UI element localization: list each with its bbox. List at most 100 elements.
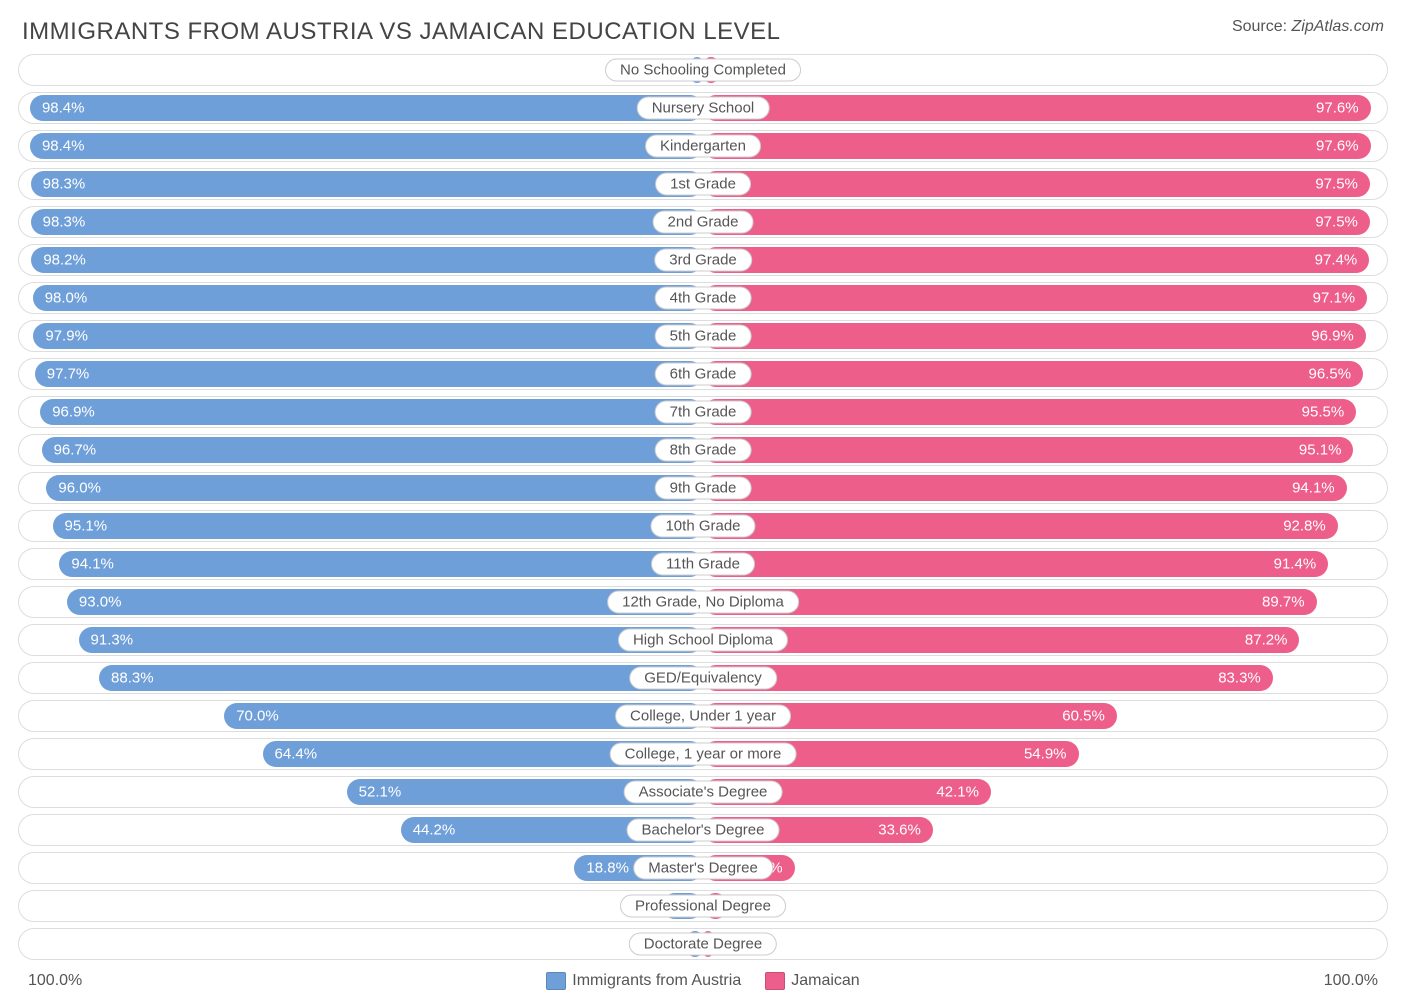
chart-footer: 100.0% 100.0% Immigrants from AustriaJam… — [0, 966, 1406, 990]
value-label-left: 52.1% — [359, 784, 402, 801]
value-label-left: 94.1% — [71, 556, 114, 573]
category-label: Associate's Degree — [624, 781, 783, 804]
value-label-left: 70.0% — [236, 708, 279, 725]
value-label-right: 33.6% — [878, 822, 921, 839]
bar-right — [703, 627, 1299, 653]
value-label-right: 60.5% — [1062, 708, 1105, 725]
value-label-right: 92.8% — [1283, 518, 1326, 535]
chart-row: 44.2%33.6%Bachelor's Degree — [18, 814, 1388, 846]
bar-right — [703, 361, 1363, 387]
category-label: 10th Grade — [650, 515, 755, 538]
chart-row: 98.4% 97.6% Nursery School — [18, 92, 1388, 124]
value-label-right: 87.2% — [1245, 632, 1288, 649]
source-attribution: Source: ZipAtlas.com — [1232, 18, 1384, 36]
value-label-left: 93.0% — [79, 594, 122, 611]
value-label-left: 64.4% — [275, 746, 318, 763]
chart-row: 97.9% 96.9% 5th Grade — [18, 320, 1388, 352]
bar-left — [30, 95, 703, 121]
value-label-left: 96.0% — [58, 480, 101, 497]
bar-left — [30, 133, 703, 159]
category-label: Kindergarten — [645, 135, 761, 158]
bar-left — [59, 551, 703, 577]
bar-right — [703, 285, 1367, 311]
value-label-right: 97.6% — [1316, 100, 1359, 117]
value-label-right: 89.7% — [1262, 594, 1305, 611]
category-label: 12th Grade, No Diploma — [607, 591, 799, 614]
category-label: 5th Grade — [655, 325, 752, 348]
category-label: 2nd Grade — [653, 211, 754, 234]
chart-row: 64.4%54.9%College, 1 year or more — [18, 738, 1388, 770]
category-label: Doctorate Degree — [629, 933, 777, 956]
value-label-right: 94.1% — [1292, 480, 1335, 497]
bar-right — [703, 665, 1273, 691]
source-name: ZipAtlas.com — [1292, 18, 1384, 35]
category-label: 7th Grade — [655, 401, 752, 424]
bar-right — [703, 95, 1371, 121]
chart-row: 91.3% 87.2% High School Diploma — [18, 624, 1388, 656]
chart-header: IMMIGRANTS FROM AUSTRIA VS JAMAICAN EDUC… — [0, 0, 1406, 54]
chart-row: 2.4%1.5%Doctorate Degree — [18, 928, 1388, 960]
value-label-right: 91.4% — [1274, 556, 1317, 573]
category-label: Professional Degree — [620, 895, 786, 918]
bar-left — [35, 361, 703, 387]
value-label-left: 96.7% — [54, 442, 97, 459]
value-label-left: 96.9% — [52, 404, 95, 421]
bar-right — [703, 551, 1328, 577]
value-label-right: 97.6% — [1316, 138, 1359, 155]
bar-left — [31, 209, 703, 235]
chart-row: 52.1% 42.1% Associate's Degree — [18, 776, 1388, 808]
chart-row: 96.7%95.1%8th Grade — [18, 434, 1388, 466]
value-label-left: 98.4% — [42, 100, 85, 117]
value-label-right: 96.9% — [1311, 328, 1354, 345]
chart-row: 98.3% 97.5% 1st Grade — [18, 168, 1388, 200]
bar-left — [79, 627, 703, 653]
bar-left — [33, 285, 703, 311]
chart-row: 98.0%97.1%4th Grade — [18, 282, 1388, 314]
chart-row: 98.4% 97.6% Kindergarten — [18, 130, 1388, 162]
value-label-left: 98.3% — [43, 176, 86, 193]
value-label-right: 42.1% — [936, 784, 979, 801]
value-label-right: 97.5% — [1315, 214, 1358, 231]
bar-left — [42, 437, 703, 463]
bar-right — [703, 323, 1366, 349]
chart-row: 95.1%92.8%10th Grade — [18, 510, 1388, 542]
chart-container: IMMIGRANTS FROM AUSTRIA VS JAMAICAN EDUC… — [0, 0, 1406, 975]
category-label: 1st Grade — [655, 173, 751, 196]
bar-left — [40, 399, 703, 425]
chart-row: 1.7%2.4%No Schooling Completed — [18, 54, 1388, 86]
chart-row: 70.0%60.5%College, Under 1 year — [18, 700, 1388, 732]
bar-right — [703, 133, 1371, 159]
bar-left — [31, 247, 703, 273]
value-label-right: 97.1% — [1313, 290, 1356, 307]
value-label-right: 96.5% — [1309, 366, 1352, 383]
value-label-right: 83.3% — [1218, 670, 1261, 687]
chart-row: 18.8%13.4%Master's Degree — [18, 852, 1388, 884]
category-label: High School Diploma — [618, 629, 788, 652]
category-label: 4th Grade — [655, 287, 752, 310]
category-label: College, 1 year or more — [610, 743, 797, 766]
value-label-left: 88.3% — [111, 670, 154, 687]
bar-left — [53, 513, 703, 539]
value-label-left: 97.9% — [45, 328, 88, 345]
value-label-left: 44.2% — [413, 822, 456, 839]
bar-right — [703, 399, 1356, 425]
bar-left — [31, 171, 703, 197]
value-label-right: 97.5% — [1315, 176, 1358, 193]
bar-right — [703, 171, 1370, 197]
value-label-left: 98.4% — [42, 138, 85, 155]
bar-right — [703, 513, 1338, 539]
value-label-left: 98.2% — [43, 252, 86, 269]
value-label-left: 91.3% — [91, 632, 134, 649]
category-label: 6th Grade — [655, 363, 752, 386]
bar-right — [703, 247, 1369, 273]
chart-row: 97.7% 96.5% 6th Grade — [18, 358, 1388, 390]
chart-row: 98.2%97.4%3rd Grade — [18, 244, 1388, 276]
bar-right — [703, 475, 1347, 501]
value-label-left: 97.7% — [47, 366, 90, 383]
category-label: GED/Equivalency — [629, 667, 777, 690]
bar-right — [703, 209, 1370, 235]
chart-row: 88.3% 83.3% GED/Equivalency — [18, 662, 1388, 694]
bar-right — [703, 437, 1353, 463]
chart-title: IMMIGRANTS FROM AUSTRIA VS JAMAICAN EDUC… — [22, 18, 781, 46]
category-label: Nursery School — [637, 97, 770, 120]
